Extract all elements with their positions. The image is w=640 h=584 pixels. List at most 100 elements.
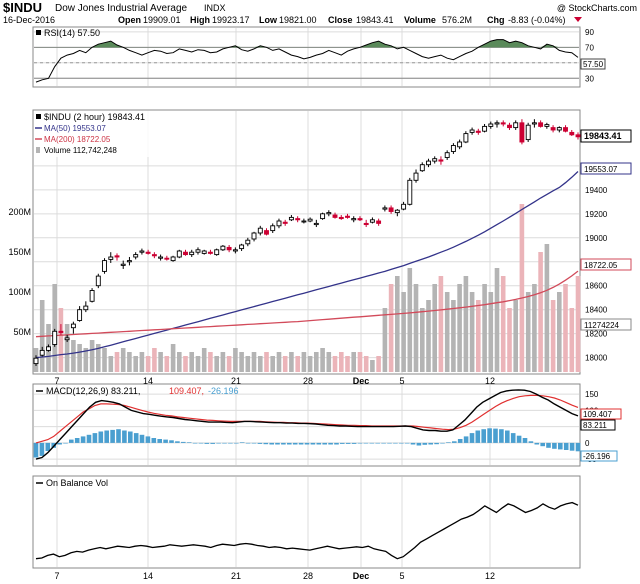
x-label: 12 xyxy=(485,376,495,386)
volume-bar xyxy=(177,352,182,372)
ma200-value-tag: 18722.05 xyxy=(580,258,632,271)
volume-bar xyxy=(152,348,157,372)
macd-hist-tag-text: -26.196 xyxy=(583,452,611,461)
low-label: Low xyxy=(259,15,278,25)
candle-body xyxy=(183,251,188,256)
rsi-value-tag: 57.50 xyxy=(580,58,606,70)
candle-body xyxy=(419,164,425,172)
volume-bar xyxy=(388,284,394,372)
price-candle xyxy=(282,219,288,226)
macd-hist-bar xyxy=(363,442,369,444)
price-candle xyxy=(52,328,58,347)
candle-body xyxy=(575,134,581,138)
candle-body xyxy=(108,256,114,260)
candle-body xyxy=(245,239,251,245)
x-label: Dec xyxy=(353,376,370,386)
high-value: 19923.17 xyxy=(212,15,250,25)
macd-hist-bar xyxy=(522,438,528,443)
volume-bar xyxy=(314,352,319,372)
volume-bar xyxy=(58,308,64,372)
candle-body xyxy=(189,251,195,256)
macd-hist-bar xyxy=(251,442,257,444)
date-label: 16-Dec-2016 xyxy=(3,15,55,25)
macd-hist-bar xyxy=(57,442,62,445)
price-candle xyxy=(469,127,475,135)
macd-hist-bar xyxy=(181,441,186,443)
volume-bar xyxy=(532,284,537,372)
ma200-line xyxy=(35,270,579,338)
price-candle xyxy=(457,139,463,150)
macd-hist-bar xyxy=(393,442,398,444)
candle-body xyxy=(432,158,438,162)
chg-value: -8.83 (-0.04%) xyxy=(508,15,566,25)
x-axis-top: 7 14 21 28 Dec 5 12 xyxy=(54,376,495,386)
macd-hist-bar xyxy=(328,442,333,445)
x-label: 14 xyxy=(143,571,153,581)
candle-body xyxy=(407,179,413,205)
macd-hist-bar xyxy=(239,442,245,443)
rsi-y-tick: 70 xyxy=(585,43,594,52)
candle-body xyxy=(102,260,107,272)
price-candle xyxy=(419,162,425,172)
macd-hist-bar xyxy=(516,435,522,443)
candle-body xyxy=(463,133,469,143)
price-candle xyxy=(369,217,375,224)
macd-hist-bar xyxy=(257,442,263,444)
close-value-tag: 19843.41 xyxy=(580,129,632,143)
price-candle xyxy=(432,156,438,164)
candle-body xyxy=(139,250,145,253)
macd-hist-bar xyxy=(122,430,127,443)
volume-bar xyxy=(195,356,201,372)
macd-hist-bar xyxy=(80,436,86,443)
candle-body xyxy=(195,249,201,253)
volume-bar xyxy=(382,308,388,372)
high-label: High xyxy=(190,15,210,25)
price-candle xyxy=(133,252,139,260)
price-candle xyxy=(214,248,220,256)
candle-body xyxy=(151,254,157,257)
price-y-tick: 19400 xyxy=(585,186,608,195)
macd-hist-bar xyxy=(434,442,439,445)
macd-hist-bar xyxy=(475,430,481,443)
macd-hist-bar xyxy=(322,442,327,445)
candle-body xyxy=(264,230,269,235)
volume-bar xyxy=(289,352,294,372)
price-candle xyxy=(482,123,488,133)
price-candle xyxy=(475,128,481,135)
volume-bar xyxy=(444,292,450,372)
macd-hist-bar xyxy=(145,436,151,443)
ma50-value-tag: 19553.07 xyxy=(580,162,632,175)
volume-bar xyxy=(357,352,363,372)
price-candle xyxy=(102,258,107,274)
candle-body xyxy=(500,122,506,125)
rsi-overbought-fill xyxy=(36,39,578,48)
price-candle xyxy=(550,125,556,133)
candle-body xyxy=(214,249,220,256)
candle-body xyxy=(475,130,481,133)
candle-body xyxy=(469,129,475,133)
macd-signal-tag: 109.407 xyxy=(580,408,622,420)
macd-hist-bar xyxy=(499,429,504,443)
macd-hist-bar xyxy=(546,442,551,448)
price-legend-text: $INDU (2 hour) 19843.41 xyxy=(44,112,145,122)
macd-hist-bar xyxy=(440,442,445,444)
price-candle xyxy=(226,244,232,253)
volume-bar xyxy=(420,308,425,372)
candle-body xyxy=(401,203,407,210)
macd-hist-bar xyxy=(510,433,516,443)
price-y-tick: 18600 xyxy=(585,282,608,291)
volume-bar xyxy=(83,348,89,372)
volume-bar xyxy=(557,292,562,372)
candle-body xyxy=(513,122,519,129)
rsi-y-tick: 90 xyxy=(585,28,594,37)
price-candle xyxy=(139,248,145,255)
price-candle xyxy=(257,225,263,236)
volume-bar xyxy=(301,352,307,372)
price-legend: $INDU (2 hour) 19843.41 MA(50) 19553.07 … xyxy=(34,111,184,157)
volume-legend-swatch xyxy=(36,147,40,153)
price-candle xyxy=(488,121,494,129)
volume-bar xyxy=(245,356,251,372)
macd-hist-bar xyxy=(452,441,457,443)
volume-bar xyxy=(139,352,145,372)
volume-bar xyxy=(77,344,82,372)
